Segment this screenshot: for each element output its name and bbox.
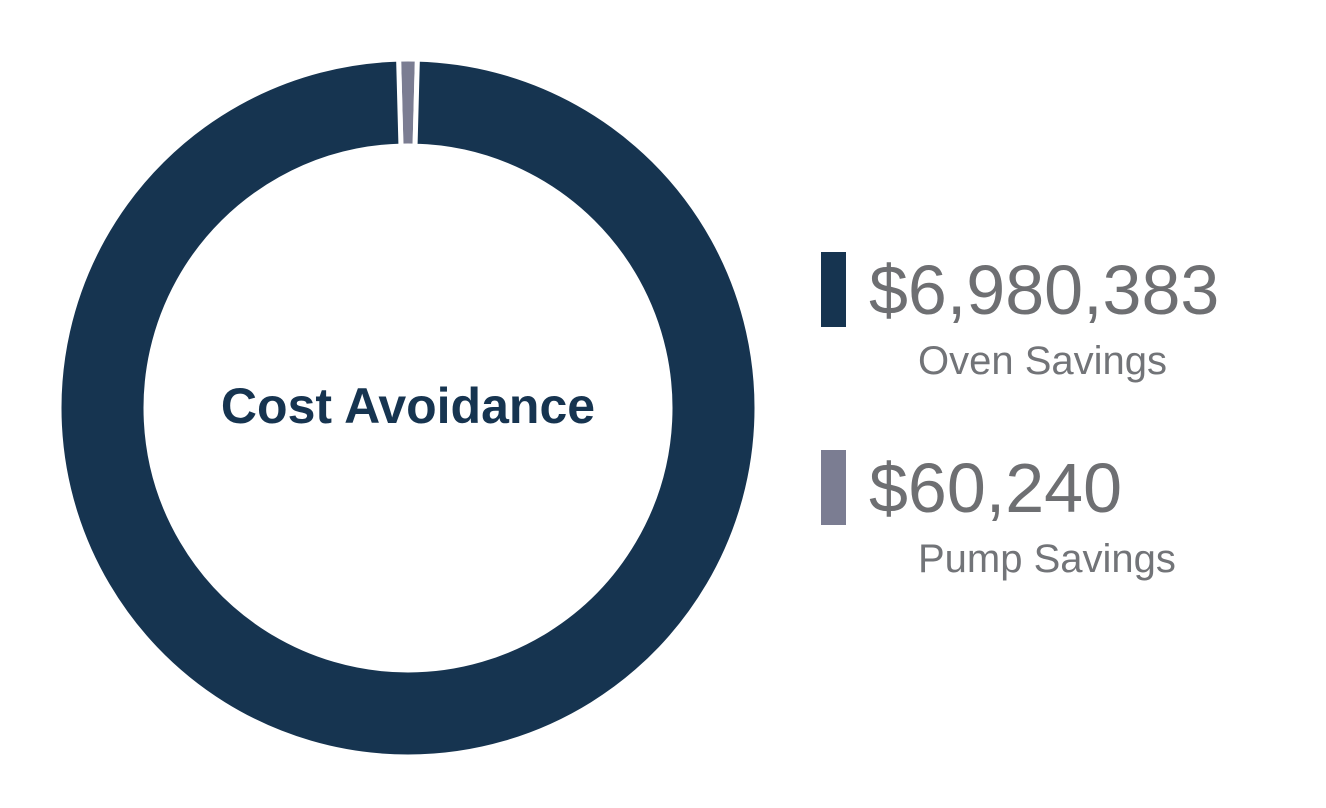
legend-swatch-pump [821, 450, 846, 525]
legend-swatch-oven [821, 252, 846, 327]
legend-value-oven: $6,980,383 [869, 251, 1220, 329]
legend-label-pump: Pump Savings [918, 537, 1176, 581]
legend-value-pump: $60,240 [869, 449, 1123, 527]
legend-item-oven: $6,980,383 Oven Savings [821, 252, 1301, 392]
chart-title: Cost Avoidance [221, 378, 595, 434]
donut-slice-oven [56, 56, 760, 760]
donut-chart: Cost Avoidance [56, 56, 760, 760]
donut-slices [56, 56, 760, 760]
legend-label-oven: Oven Savings [918, 339, 1168, 383]
legend-item-pump: $60,240 Pump Savings [821, 450, 1301, 590]
